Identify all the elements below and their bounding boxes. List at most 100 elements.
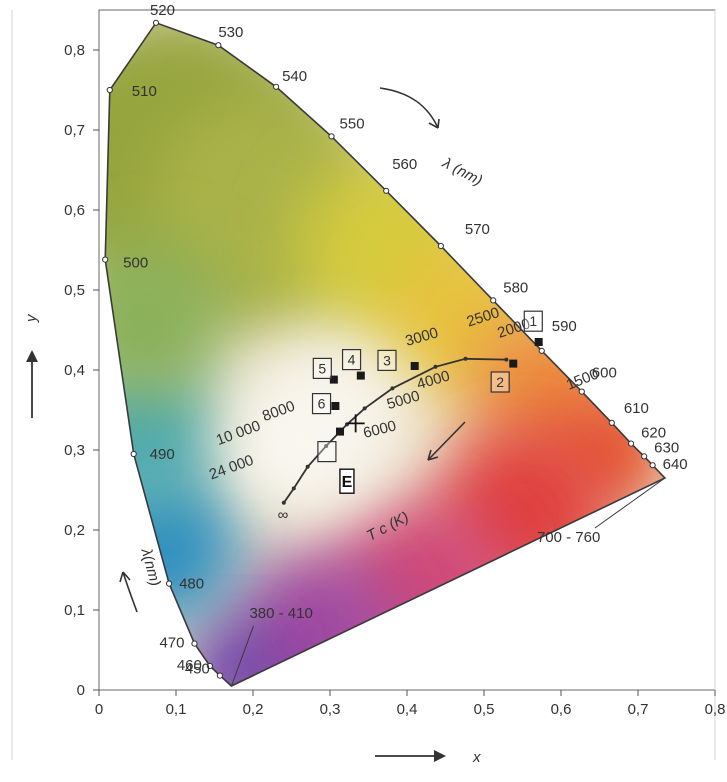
x-tick-label-0: 0 <box>95 701 103 718</box>
wavelength-label-590: 590 <box>552 318 577 335</box>
locus-point-450 <box>216 672 223 679</box>
y-tick-label-0-6: 0,6 <box>64 202 85 219</box>
label-leader-380-410 <box>230 625 254 687</box>
light-source-markers: 1 2 3 4 5 6 <box>311 310 543 463</box>
source-label-4: 4 <box>348 352 356 368</box>
wavelength-label-470: 470 <box>159 635 184 652</box>
y-tick-label-0: 0 <box>77 682 85 699</box>
locus-point-530 <box>215 42 222 49</box>
locus-point-480 <box>165 580 173 587</box>
x-tick-labels: 0 0,1 0,2 0,3 0,4 0,5 0,6 0,7 0,8 <box>95 701 726 718</box>
color-gamut-fill <box>105 22 665 687</box>
planckian-locus-points <box>281 356 509 505</box>
wavelength-label-510: 510 <box>132 83 157 100</box>
planck-point-4 <box>362 406 367 411</box>
planck-point-9 <box>281 500 286 505</box>
spectral-locus-points <box>102 19 656 679</box>
y-axis-arrowhead <box>26 350 38 362</box>
wavelength-label-560: 560 <box>392 156 417 173</box>
planck-point-6 <box>324 444 329 448</box>
wavelength-label-600: 600 <box>592 365 617 382</box>
y-tick-label-0-4: 0,4 <box>64 362 85 379</box>
x-tick-label-0-8: 0,8 <box>705 701 726 718</box>
x-axis-arrowhead <box>434 750 446 762</box>
wavelength-label-640: 640 <box>663 456 688 473</box>
source-box-1 <box>523 310 543 332</box>
wavelength-label-630: 630 <box>654 439 679 456</box>
label-leader-700-760 <box>594 477 666 529</box>
source-marker-5 <box>329 375 338 384</box>
wavelength-direction-arrowhead <box>428 118 440 129</box>
wavelength-label-620: 620 <box>641 425 666 442</box>
equal-energy-white-point: E <box>339 414 365 494</box>
locus-point-550 <box>328 133 335 140</box>
locus-point-610 <box>608 419 615 426</box>
source-marker-2 <box>509 359 518 368</box>
y-tick-label-0-2: 0,2 <box>64 522 85 539</box>
wavelength-label-570: 570 <box>465 221 490 238</box>
color-blob-14 <box>236 395 347 505</box>
locus-point-640 <box>649 462 656 469</box>
locus-point-600 <box>578 388 585 395</box>
x-tick-label-0-1: 0,1 <box>166 701 187 718</box>
x-tick-label-0-3: 0,3 <box>320 701 341 718</box>
y-tick-label-0-1: 0,1 <box>64 602 85 619</box>
locus-point-630 <box>641 453 648 460</box>
x-tick-label-0-2: 0,2 <box>243 701 264 718</box>
wavelength-label-500: 500 <box>123 255 148 272</box>
y-axis-label: y <box>23 313 40 323</box>
color-blob-8 <box>224 552 405 687</box>
wavelength-label-450: 450 <box>185 661 210 678</box>
source-marker-4 <box>356 371 365 380</box>
planck-point-8 <box>291 486 296 491</box>
x-axis-label: x <box>472 749 481 766</box>
locus-point-580 <box>490 297 497 304</box>
source-label-2: 2 <box>496 374 504 390</box>
locus-point-520 <box>152 19 160 26</box>
axis-ticks <box>93 49 716 696</box>
source-box-3 <box>377 349 397 371</box>
y-tick-labels: 0 0,1 0,2 0,3 0,4 0,5 0,6 0,7 0,8 <box>64 42 85 699</box>
y-tick-label-0-8: 0,8 <box>64 42 85 59</box>
locus-point-490 <box>130 450 137 458</box>
wavelength-label-380-410: 380 - 410 <box>249 605 312 622</box>
planck-point-1 <box>463 356 468 361</box>
y-tick-label-0-5: 0,5 <box>64 282 85 299</box>
lower-lambda-arrow <box>122 571 138 613</box>
source-marker-unlabeled-6 <box>336 427 345 436</box>
x-tick-label-0-5: 0,5 <box>474 701 495 718</box>
source-marker-6 <box>331 402 340 410</box>
y-tick-label-0-7: 0,7 <box>64 122 85 139</box>
wavelength-direction-arrow <box>379 87 439 129</box>
x-tick-label-0-7: 0,7 <box>628 701 649 718</box>
source-label-3: 3 <box>383 352 391 368</box>
temperature-direction-arrow <box>427 421 466 461</box>
wavelength-label-700-760: 700 - 760 <box>537 529 600 546</box>
wavelength-label-580: 580 <box>503 279 528 296</box>
source-label-6: 6 <box>318 396 326 412</box>
source-box-unlabeled-6 <box>317 441 337 463</box>
wavelength-label-540: 540 <box>282 68 307 85</box>
white-point-box <box>339 468 355 494</box>
source-marker-1 <box>534 338 543 346</box>
x-tick-label-0-6: 0,6 <box>551 701 572 718</box>
locus-point-540 <box>273 83 280 90</box>
locus-point-500 <box>102 256 109 263</box>
source-box-2 <box>490 371 510 393</box>
locus-point-560 <box>383 187 390 194</box>
wavelength-label-460: 460 <box>177 657 202 674</box>
wavelength-label-480: 480 <box>179 576 204 593</box>
locus-point-620 <box>627 440 635 447</box>
temperature-direction-arrowhead <box>427 449 439 461</box>
wavelength-label-530: 530 <box>218 24 243 41</box>
source-label-5: 5 <box>318 360 326 376</box>
wavelength-label-520: 520 <box>150 2 175 19</box>
wavelength-label-490: 490 <box>150 446 175 463</box>
planck-point-0 <box>504 357 509 362</box>
color-blob-12 <box>105 242 226 402</box>
source-box-4 <box>341 349 362 371</box>
source-label-1: 1 <box>529 313 537 329</box>
locus-point-590 <box>538 347 545 354</box>
